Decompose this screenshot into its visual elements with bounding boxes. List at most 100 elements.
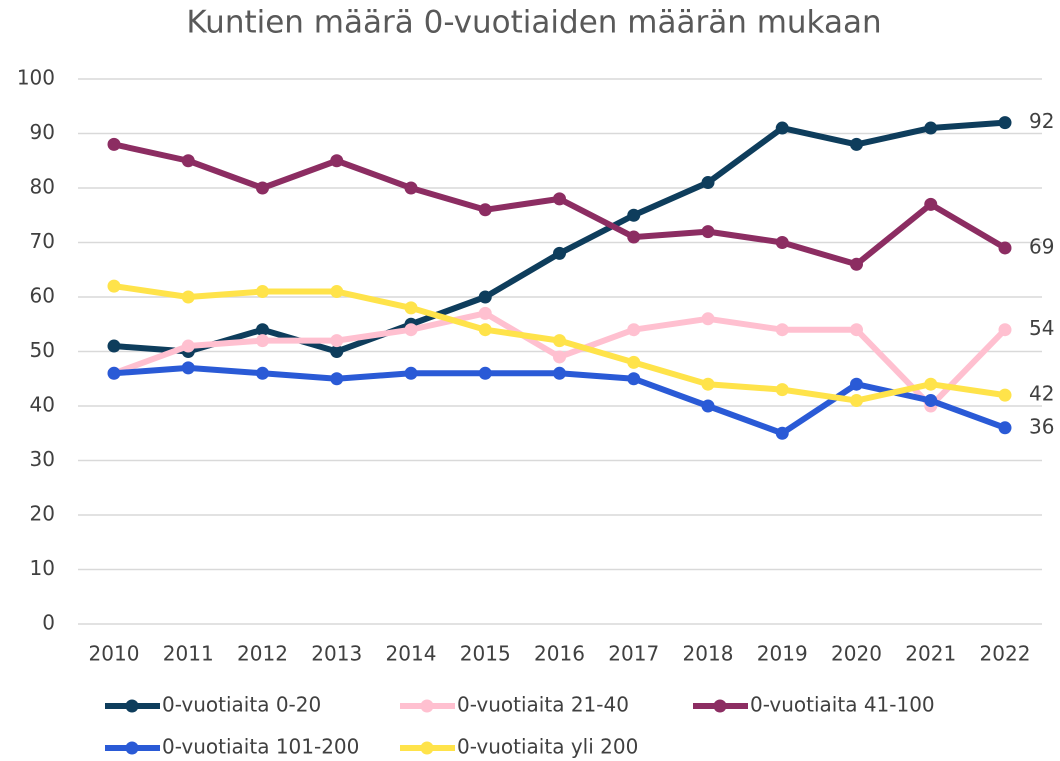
data-point bbox=[553, 366, 566, 380]
y-tick-label: 10 bbox=[30, 556, 55, 580]
data-point bbox=[627, 230, 641, 244]
data-point bbox=[701, 225, 715, 239]
data-point bbox=[998, 116, 1012, 130]
y-tick-label: 40 bbox=[30, 393, 55, 417]
data-point bbox=[850, 323, 863, 337]
data-point bbox=[627, 372, 641, 386]
data-point bbox=[701, 377, 715, 391]
data-point bbox=[404, 323, 418, 337]
legend-label: 0-vuotiaita 21-40 bbox=[457, 693, 629, 717]
data-point bbox=[627, 208, 641, 222]
data-point bbox=[850, 394, 863, 408]
data-point bbox=[107, 137, 121, 151]
data-point bbox=[775, 426, 789, 440]
data-point bbox=[701, 399, 715, 413]
x-tick-label: 2014 bbox=[386, 642, 437, 666]
data-point bbox=[998, 323, 1012, 337]
data-label: 42 bbox=[1029, 382, 1054, 406]
series-line bbox=[113, 119, 1006, 355]
y-tick-label: 70 bbox=[30, 229, 55, 253]
y-tick-label: 30 bbox=[30, 447, 55, 471]
data-point bbox=[553, 192, 566, 206]
legend-label: 0-vuotiaita yli 200 bbox=[457, 735, 638, 759]
legend-label: 0-vuotiaita 101-200 bbox=[162, 735, 359, 759]
data-point bbox=[330, 372, 344, 386]
data-point bbox=[478, 366, 492, 380]
data-point bbox=[478, 203, 492, 217]
data-point bbox=[330, 334, 344, 348]
data-point bbox=[330, 154, 344, 168]
data-point bbox=[256, 334, 269, 348]
data-point bbox=[330, 285, 344, 299]
legend-marker bbox=[420, 699, 434, 713]
y-tick-label: 90 bbox=[30, 120, 55, 144]
legend-marker bbox=[713, 699, 727, 713]
data-point bbox=[627, 323, 641, 337]
data-point bbox=[478, 306, 492, 320]
y-tick-label: 80 bbox=[30, 175, 55, 199]
y-tick-label: 0 bbox=[42, 611, 55, 635]
legend-label: 0-vuotiaita 0-20 bbox=[162, 693, 321, 717]
data-point bbox=[998, 421, 1012, 435]
x-tick-label: 2012 bbox=[237, 642, 288, 666]
x-tick-label: 2015 bbox=[460, 642, 511, 666]
x-tick-label: 2022 bbox=[980, 642, 1031, 666]
legend-label: 0-vuotiaita 41-100 bbox=[750, 693, 935, 717]
data-point bbox=[850, 377, 863, 391]
data-point bbox=[181, 154, 195, 168]
data-point bbox=[627, 355, 641, 369]
data-point bbox=[256, 285, 269, 299]
x-tick-label: 2011 bbox=[163, 642, 214, 666]
data-point bbox=[775, 323, 789, 337]
x-tick-label: 2013 bbox=[311, 642, 362, 666]
y-tick-label: 60 bbox=[30, 284, 55, 308]
data-point bbox=[850, 137, 863, 151]
data-label: 92 bbox=[1029, 109, 1054, 133]
data-point bbox=[107, 366, 121, 380]
x-tick-label: 2017 bbox=[608, 642, 659, 666]
data-label: 69 bbox=[1029, 234, 1054, 258]
data-point bbox=[850, 257, 863, 271]
x-tick-label: 2018 bbox=[683, 642, 734, 666]
data-point bbox=[775, 383, 789, 397]
data-point bbox=[107, 279, 121, 293]
data-label: 54 bbox=[1029, 316, 1054, 340]
data-point bbox=[701, 176, 715, 190]
data-point bbox=[998, 388, 1012, 402]
x-tick-label: 2021 bbox=[905, 642, 956, 666]
data-point bbox=[924, 121, 938, 135]
x-tick-label: 2020 bbox=[831, 642, 882, 666]
legend-marker bbox=[125, 699, 139, 713]
data-point bbox=[924, 197, 938, 211]
x-tick-label: 2019 bbox=[757, 642, 808, 666]
data-point bbox=[478, 290, 492, 304]
data-point bbox=[404, 366, 418, 380]
data-point bbox=[256, 323, 269, 337]
data-point bbox=[924, 377, 938, 391]
data-point bbox=[181, 290, 195, 304]
legend-marker bbox=[420, 741, 434, 755]
y-tick-label: 50 bbox=[30, 338, 55, 362]
y-tick-label: 100 bbox=[17, 66, 55, 90]
data-point bbox=[924, 394, 938, 408]
data-label: 36 bbox=[1029, 414, 1054, 438]
data-point bbox=[775, 121, 789, 135]
data-point bbox=[256, 181, 269, 195]
data-point bbox=[330, 345, 344, 358]
data-point bbox=[404, 181, 418, 195]
data-point bbox=[553, 334, 566, 348]
data-point bbox=[181, 339, 195, 353]
data-point bbox=[404, 301, 418, 315]
x-tick-label: 2010 bbox=[89, 642, 140, 666]
data-point bbox=[107, 339, 121, 353]
data-point bbox=[478, 323, 492, 337]
data-point bbox=[775, 236, 789, 249]
y-tick-label: 20 bbox=[30, 502, 55, 526]
data-point bbox=[553, 246, 566, 260]
data-point bbox=[256, 366, 269, 380]
data-point bbox=[181, 361, 195, 375]
data-point bbox=[553, 350, 566, 364]
legend-marker bbox=[125, 741, 139, 755]
x-tick-label: 2016 bbox=[534, 642, 585, 666]
